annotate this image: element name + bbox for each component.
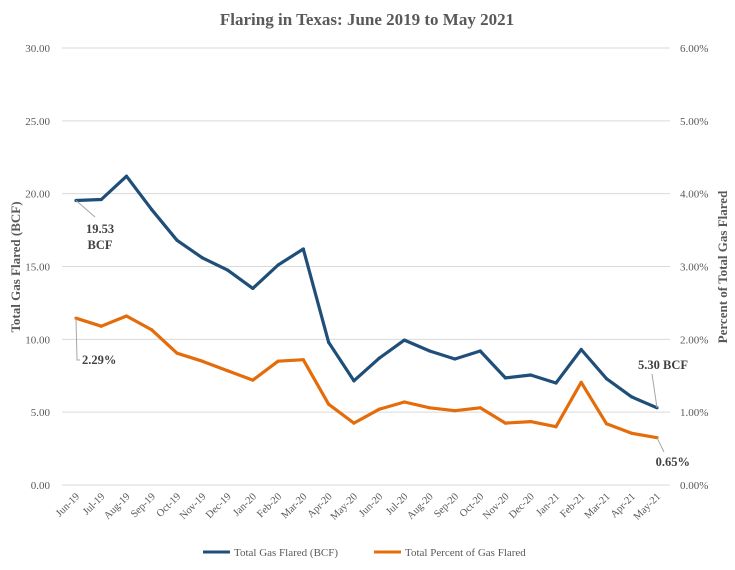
x-tick-label: Sep-20 <box>432 491 461 520</box>
data-point <box>579 347 583 352</box>
data-point <box>225 268 230 272</box>
data-point <box>99 197 103 202</box>
data-point <box>630 395 634 399</box>
x-tick-label: May-20 <box>329 491 360 522</box>
data-point <box>124 174 129 178</box>
data-point <box>579 380 583 384</box>
data-point <box>150 328 154 332</box>
data-point <box>301 358 305 362</box>
y2-tick-label: 0.00% <box>680 480 708 492</box>
x-tick-label: Mar-20 <box>280 491 310 521</box>
x-tick-label: May-21 <box>632 491 663 522</box>
y-tick-label: 30.00 <box>25 43 50 55</box>
data-label: 19.53 <box>86 222 114 236</box>
data-point <box>478 406 482 410</box>
annotation-leader <box>75 200 96 218</box>
annotation-leader <box>75 318 80 361</box>
y-tick-label: 10.00 <box>25 334 50 346</box>
data-point <box>150 208 154 212</box>
data-point <box>554 425 558 429</box>
x-tick-label: Dec-20 <box>507 491 537 521</box>
data-point <box>327 340 331 344</box>
x-tick-label: Jan-20 <box>231 491 259 519</box>
data-point <box>352 421 356 425</box>
data-point <box>478 349 482 353</box>
data-point <box>604 377 609 381</box>
data-point <box>529 373 533 377</box>
legend-label-total-gas: Total Gas Flared (BCF) <box>234 547 338 559</box>
x-tick-label: Mar-21 <box>583 491 613 521</box>
x-tick-label: Aug-20 <box>405 491 435 521</box>
x-tick-label: Nov-20 <box>481 491 511 521</box>
data-point <box>554 381 558 385</box>
data-point <box>453 357 457 361</box>
data-point <box>529 420 533 424</box>
data-point <box>175 351 179 355</box>
data-point <box>402 338 406 342</box>
data-point <box>402 400 406 404</box>
data-point <box>352 379 356 383</box>
data-point <box>99 324 103 328</box>
data-point <box>200 359 204 363</box>
x-tick-label: Feb-20 <box>255 491 284 520</box>
data-point <box>428 406 432 410</box>
data-point <box>175 238 179 242</box>
y-tick-label: 25.00 <box>25 116 50 128</box>
data-label: 2.29% <box>82 353 116 367</box>
y2-tick-label: 2.00% <box>680 334 708 346</box>
data-point <box>604 422 609 426</box>
data-point <box>503 421 508 425</box>
chart-title: Flaring in Texas: June 2019 to May 2021 <box>220 10 514 29</box>
x-tick-label: Jan-21 <box>535 491 563 519</box>
data-point <box>630 431 634 435</box>
data-point <box>377 407 381 411</box>
data-label: BCF <box>88 238 113 252</box>
data-label: 0.65% <box>656 455 690 469</box>
x-tick-label: Feb-21 <box>559 491 588 520</box>
data-point <box>276 359 280 363</box>
data-point <box>200 256 204 260</box>
annotation-leader <box>656 437 665 453</box>
y-tick-label: 15.00 <box>25 262 50 274</box>
data-point <box>251 378 255 382</box>
y-axis-label: Total Gas Flared (BCF) <box>8 201 23 332</box>
series-line-percent <box>75 314 658 440</box>
data-point <box>377 356 381 360</box>
y2-tick-label: 6.00% <box>680 43 708 55</box>
data-point <box>428 349 432 353</box>
x-tick-label: Sep-19 <box>129 491 158 520</box>
y2-axis-label: Percent of Total Gas Flared <box>715 190 730 343</box>
data-point <box>276 263 280 267</box>
legend: Total Gas Flared (BCF) Total Percent of … <box>203 547 526 559</box>
x-tick-label: Jun-20 <box>357 491 385 519</box>
x-tick-label: Dec-19 <box>204 491 234 521</box>
data-point <box>453 409 457 413</box>
y2-tick-label: 1.00% <box>680 407 708 419</box>
series-line-total-gas <box>75 174 658 410</box>
data-point <box>503 376 508 380</box>
x-tick-label: Nov-19 <box>178 491 208 521</box>
data-point <box>225 369 230 373</box>
data-point <box>124 314 129 318</box>
data-point <box>251 286 255 290</box>
y-tick-label: 0.00 <box>31 480 51 492</box>
x-tick-label: Aug-19 <box>102 491 132 521</box>
data-point <box>301 247 305 251</box>
y-tick-label: 20.00 <box>25 189 50 201</box>
y2-tick-label: 5.00% <box>680 116 708 128</box>
y2-tick-label: 4.00% <box>680 189 708 201</box>
data-point <box>327 402 331 406</box>
y2-tick-label: 3.00% <box>680 262 708 274</box>
data-label: 5.30 BCF <box>638 358 688 372</box>
y-tick-label: 5.00 <box>31 407 51 419</box>
legend-label-percent: Total Percent of Gas Flared <box>405 547 526 559</box>
x-tick-label: Jun-19 <box>54 491 82 519</box>
annotation-leader <box>651 373 658 408</box>
